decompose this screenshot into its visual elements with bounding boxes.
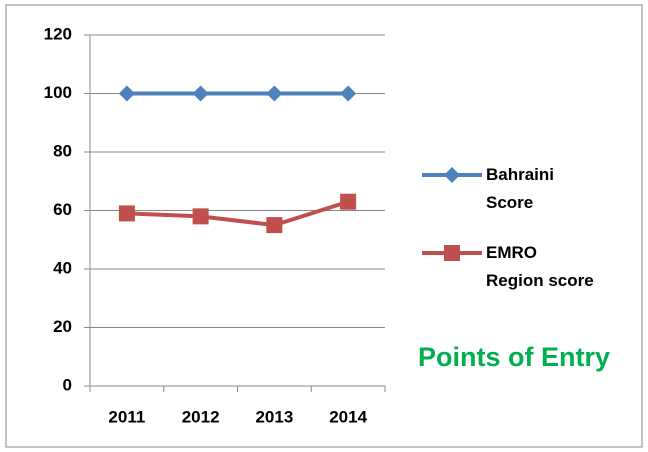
legend-marker bbox=[444, 245, 460, 261]
x-tick-label: 2012 bbox=[182, 407, 220, 426]
annotation: Points of Entry bbox=[418, 342, 611, 372]
y-tick-label: 60 bbox=[53, 200, 72, 219]
x-tick-label: 2014 bbox=[329, 407, 367, 426]
data-point bbox=[266, 217, 283, 234]
data-point bbox=[118, 85, 135, 102]
data-point bbox=[192, 208, 209, 225]
legend-label: EMRO Region score bbox=[486, 243, 594, 290]
data-point bbox=[118, 205, 135, 222]
data-point bbox=[192, 85, 209, 102]
x-tick-label: 2011 bbox=[108, 407, 145, 426]
y-tick-label: 100 bbox=[44, 83, 72, 102]
data-point bbox=[266, 85, 283, 102]
legend-marker bbox=[444, 167, 460, 183]
data-point bbox=[340, 85, 357, 102]
y-tick-label: 80 bbox=[53, 141, 72, 160]
chart-border bbox=[5, 4, 643, 448]
y-tick-label: 120 bbox=[44, 24, 72, 43]
y-tick-label: 20 bbox=[53, 317, 72, 336]
y-tick-label: 0 bbox=[63, 375, 72, 394]
x-tick-label: 2013 bbox=[255, 407, 293, 426]
legend-label: Bahraini Score bbox=[486, 165, 555, 212]
series-line bbox=[126, 199, 349, 228]
data-point bbox=[340, 193, 357, 210]
y-tick-label: 40 bbox=[53, 258, 72, 277]
